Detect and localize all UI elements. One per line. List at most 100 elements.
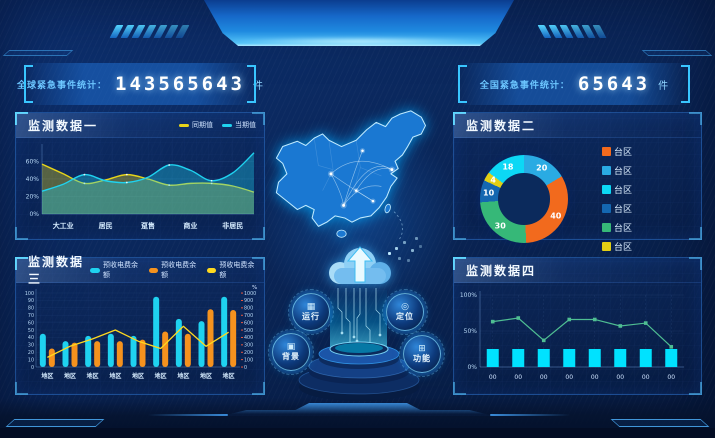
- chart-legend: 预收电费余额 预收电费余额 预收电费余额: [90, 260, 256, 280]
- badge-label: 定位: [396, 312, 414, 321]
- legend-label: 同期值: [192, 121, 213, 129]
- panel-corner: [15, 112, 28, 125]
- legend-label: 台区: [614, 243, 633, 253]
- line-chart-canvas: 0% 50% 100% 00 00 00 00 00 00 00 00: [456, 283, 699, 392]
- legend-swatch: [90, 267, 100, 273]
- legend-swatch: [148, 267, 159, 273]
- header-stripes-left: [109, 25, 190, 38]
- legend-item[interactable]: 当期值: [222, 120, 256, 130]
- counter-label: 全球紧急事件统计：: [17, 80, 108, 91]
- light-beam: [330, 290, 387, 348]
- panel-corner: [15, 227, 28, 240]
- svg-text:地区: 地区: [155, 372, 167, 380]
- badge-label: 运行: [302, 312, 320, 321]
- background-icon: ▣: [286, 342, 296, 352]
- legend-swatch: [602, 223, 611, 232]
- svg-text:60: 60: [28, 320, 34, 326]
- legend-label: 当期值: [235, 121, 256, 129]
- donut-value: 4: [490, 175, 496, 185]
- panel-corner: [453, 227, 466, 240]
- donut-value: 18: [502, 162, 514, 172]
- svg-text:商业: 商业: [183, 221, 197, 230]
- header-stripes-right: [537, 25, 607, 38]
- badge-label: 背景: [282, 352, 300, 361]
- donut-value: 10: [483, 188, 495, 198]
- svg-text:400: 400: [244, 335, 253, 341]
- panel-header: 监测数据三 预收电费余额 预收电费余额 预收电费余额: [16, 255, 264, 286]
- counter-unit: 件: [658, 80, 669, 92]
- svg-text:地区: 地区: [200, 372, 212, 380]
- panel-corner: [15, 257, 28, 270]
- svg-text:800: 800: [244, 306, 253, 312]
- connection-arcs: [330, 150, 393, 206]
- svg-text:0: 0: [31, 365, 34, 371]
- legend-swatch: [602, 185, 611, 194]
- svg-text:地区: 地区: [87, 372, 99, 380]
- panel-title: 监测数据一: [28, 118, 99, 133]
- svg-text:90: 90: [28, 298, 34, 304]
- donut-chart-canvas: 20 40 30 10 4 18 台区 台区 台区 台区 台区 台区: [480, 145, 687, 253]
- footer-deco-right: [610, 419, 710, 427]
- legend-item[interactable]: 预收电费余额: [90, 260, 139, 280]
- panel-header: 监测数据四: [454, 258, 701, 283]
- svg-text:地区: 地区: [132, 372, 144, 380]
- run-button[interactable]: ▦ 运行: [288, 289, 334, 335]
- panel-monitor-2: 监测数据二 20 40 30 10 4 18 台区 台区 台区 台区 台区 台区: [453, 112, 702, 253]
- area-chart: 0% 20% 40% 60% 大工业 居民 趸售 商业 非居民: [26, 144, 255, 230]
- footer-line-right: [490, 414, 570, 416]
- corner-deco-top-left: [2, 50, 74, 56]
- legend-item[interactable]: 台区: [602, 240, 632, 253]
- legend-item[interactable]: 台区: [602, 164, 632, 177]
- svg-text:10: 10: [28, 357, 34, 363]
- legend-item[interactable]: 预收电费余额: [148, 260, 198, 280]
- svg-text:地区: 地区: [223, 372, 235, 380]
- legend-item[interactable]: 台区: [602, 183, 632, 196]
- counter-value: 143565643: [115, 73, 245, 95]
- legend-label: 台区: [614, 167, 633, 177]
- donut-value: 30: [494, 221, 506, 231]
- legend-swatch: [179, 123, 189, 127]
- counter-label: 全国紧急事件统计：: [479, 80, 570, 91]
- donut-chart: 20 40 30 10 4 18: [480, 155, 568, 243]
- legend-label: 预收电费余额: [219, 261, 255, 279]
- data-cloud: [329, 246, 391, 284]
- panel-corner: [689, 257, 702, 270]
- legend-swatch: [602, 166, 611, 175]
- locate-icon: ◎: [401, 302, 409, 312]
- donut-hole: [498, 173, 550, 225]
- legend-item[interactable]: 台区: [602, 221, 632, 234]
- legend-item[interactable]: 台区: [602, 145, 632, 158]
- function-button[interactable]: ⊞ 功能: [399, 331, 445, 377]
- svg-text:20: 20: [28, 350, 34, 356]
- legend-swatch: [602, 147, 611, 156]
- map-node-dots: [327, 148, 396, 209]
- svg-text:0%: 0%: [29, 211, 39, 218]
- locate-button[interactable]: ◎ 定位: [382, 289, 428, 335]
- svg-text:非居民: 非居民: [222, 221, 243, 230]
- panel-corner: [689, 227, 702, 240]
- panel-title: 监测数据三: [28, 255, 85, 286]
- legend-label: 台区: [614, 148, 633, 158]
- chart-legend: 同期值 当期值: [179, 120, 256, 130]
- global-incident-counter: 全球紧急事件统计： 143565643 件: [17, 63, 263, 105]
- legend-label: 预收电费余额: [102, 261, 138, 279]
- legend-item[interactable]: 台区: [602, 202, 632, 215]
- pedestal: [298, 341, 420, 401]
- svg-text:40: 40: [28, 335, 34, 341]
- svg-text:100%: 100%: [460, 292, 477, 299]
- footer-deco-left: [5, 419, 105, 427]
- panel-corner: [689, 112, 702, 125]
- legend-item[interactable]: 预收电费余额: [206, 260, 256, 280]
- svg-text:0: 0: [244, 365, 247, 371]
- run-icon: ▦: [306, 302, 316, 312]
- svg-text:40%: 40%: [26, 176, 40, 183]
- svg-text:00: 00: [540, 374, 548, 381]
- panel-corner: [252, 112, 265, 125]
- line-chart: 0% 50% 100% 00 00 00 00 00 00 00 00: [460, 291, 684, 381]
- legend-item[interactable]: 同期值: [179, 120, 213, 130]
- background-button[interactable]: ▣ 背景: [268, 329, 314, 375]
- svg-text:60%: 60%: [26, 159, 40, 166]
- svg-text:900: 900: [244, 298, 253, 304]
- taiwan-island: [384, 203, 391, 214]
- panel-monitor-1: 监测数据一 同期值 当期值 0% 20% 40% 60% 大工业 居民 趸售 商业 非居民: [15, 112, 265, 240]
